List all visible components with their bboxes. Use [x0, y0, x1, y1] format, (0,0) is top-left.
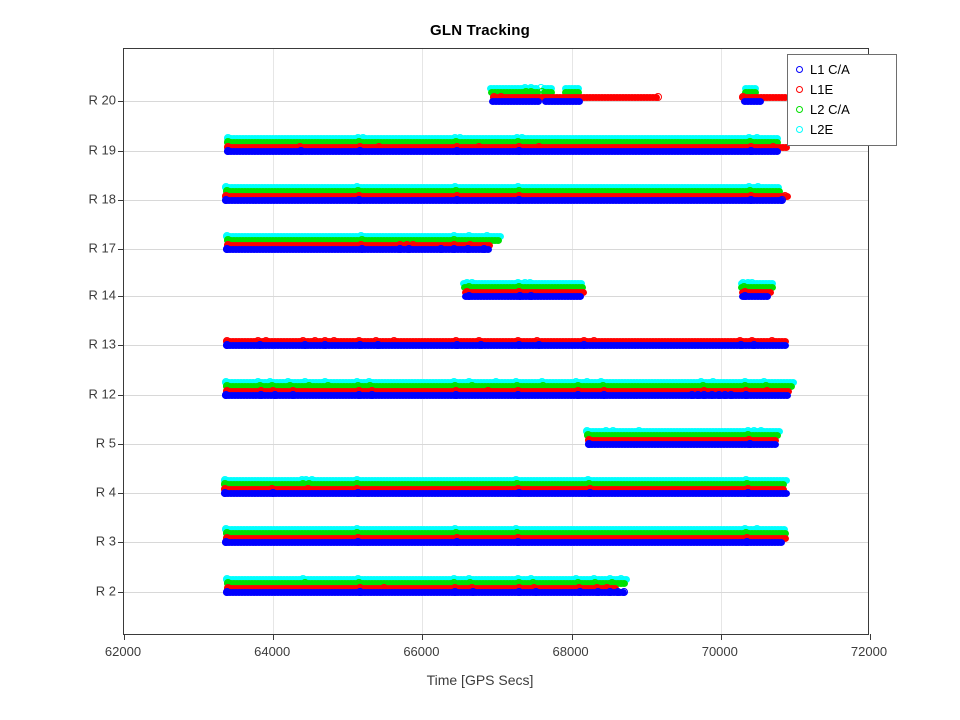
data-marker-open: [451, 391, 460, 399]
data-marker-open: [476, 341, 485, 349]
data-marker: [573, 84, 582, 92]
y-tick-label: R 20: [88, 92, 116, 108]
data-marker-open: [357, 245, 366, 253]
data-marker: [770, 440, 779, 448]
y-axis-tick: [118, 296, 124, 297]
data-marker: [751, 88, 760, 96]
data-marker-open: [452, 196, 461, 204]
y-axis-tick: [118, 542, 124, 543]
data-marker-open: [222, 245, 231, 253]
data-marker-open: [355, 341, 364, 349]
data-marker: [532, 84, 541, 92]
y-gridline: [124, 249, 868, 250]
x-axis-tick: [870, 634, 871, 640]
data-marker-open: [746, 147, 755, 155]
data-marker-open: [514, 489, 523, 497]
data-marker-open: [270, 391, 279, 399]
data-marker-open: [463, 245, 472, 253]
y-tick-label: R 2: [95, 583, 116, 599]
data-marker: [534, 97, 543, 105]
x-axis-tick: [124, 634, 125, 640]
data-marker-open: [296, 147, 305, 155]
data-marker: [781, 489, 790, 497]
y-axis-tick: [118, 592, 124, 593]
data-marker-open: [777, 196, 786, 204]
data-marker-open: [584, 440, 593, 448]
y-tick-label: R 4: [95, 484, 116, 500]
y-tick-label: R 18: [88, 191, 116, 207]
data-marker: [783, 391, 792, 399]
data-layer: [124, 49, 868, 634]
data-marker-open: [354, 391, 363, 399]
x-axis-tick: [422, 634, 424, 640]
data-marker-open: [404, 245, 413, 253]
y-axis-tick: [118, 395, 124, 396]
data-marker-open: [736, 341, 745, 349]
data-marker-open: [354, 196, 363, 204]
data-marker: [575, 97, 584, 105]
y-axis-tick: [118, 151, 124, 152]
data-marker: [781, 93, 790, 101]
data-marker: [763, 292, 772, 300]
data-marker: [772, 147, 781, 155]
data-marker: [755, 97, 764, 105]
data-marker-open: [223, 147, 232, 155]
y-tick-label: R 12: [88, 386, 116, 402]
data-marker-open: [514, 341, 523, 349]
data-marker-open: [255, 341, 264, 349]
data-marker: [573, 88, 582, 96]
data-marker-open: [654, 93, 663, 101]
y-axis-tick: [118, 101, 124, 102]
x-axis-tick: [720, 634, 722, 640]
data-marker: [532, 88, 541, 96]
data-marker: [751, 84, 760, 92]
y-axis-labels: R 20 R 19 R 18 R 17 R 14 R 13 R 12 R 5 R 4 R 3 R 2: [58, 48, 116, 635]
data-marker-open: [534, 341, 543, 349]
y-tick-label: R 3: [95, 533, 116, 549]
y-tick-label: R 5: [95, 435, 116, 451]
data-marker: [493, 236, 502, 244]
plot-area: [118, 48, 871, 640]
data-marker-open: [745, 440, 754, 448]
data-marker: [546, 84, 555, 92]
data-marker: [576, 292, 585, 300]
y-axis-tick: [118, 444, 124, 445]
data-marker: [546, 88, 555, 96]
data-marker: [781, 143, 790, 151]
x-axis-tick: [571, 634, 573, 640]
data-marker-open: [513, 391, 522, 399]
data-marker-open: [288, 391, 297, 399]
data-marker-open: [464, 292, 473, 300]
y-gridline: [124, 444, 868, 445]
y-axis-tick: [118, 249, 124, 250]
y-tick-label: R 17: [88, 240, 116, 256]
data-marker-open: [220, 489, 229, 497]
y-axis-tick: [118, 200, 124, 201]
data-marker-open: [479, 245, 488, 253]
y-tick-label: R 19: [88, 142, 116, 158]
y-tick-label: R 14: [88, 287, 116, 303]
data-marker-open: [452, 341, 461, 349]
data-marker: [772, 134, 781, 142]
y-axis-tick: [118, 493, 124, 494]
data-marker-open: [300, 341, 309, 349]
data-marker-open: [373, 341, 382, 349]
data-marker-open: [749, 341, 758, 349]
data-marker-open: [222, 341, 231, 349]
data-marker-open: [746, 196, 755, 204]
chart-title: GLN Tracking: [430, 22, 530, 39]
data-marker: [780, 341, 789, 349]
data-marker: [773, 138, 782, 146]
y-tick-label: R 13: [88, 336, 116, 352]
data-marker-open: [437, 245, 446, 253]
data-marker-open: [396, 245, 405, 253]
y-axis-tick: [118, 345, 124, 346]
x-axis-tick: [273, 634, 275, 640]
